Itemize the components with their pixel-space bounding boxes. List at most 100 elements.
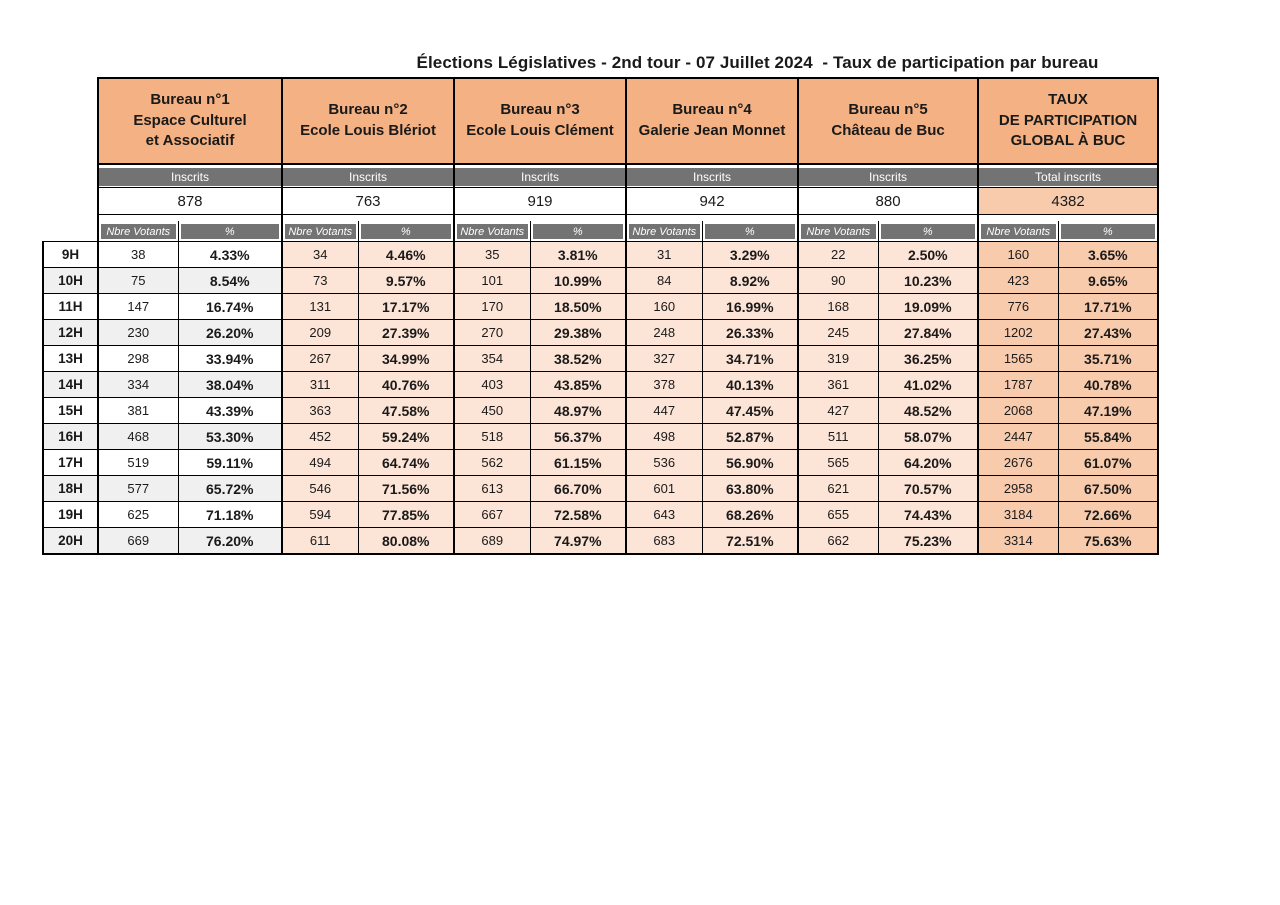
subheader-row: Nbre Votants % Nbre Votants % Nbre Votan…	[43, 221, 1160, 242]
spacer-cell	[280, 214, 455, 221]
percent-cell: 64.20%	[877, 449, 979, 476]
percent-cell: 65.72%	[177, 475, 283, 502]
votants-cell: 298	[97, 345, 179, 372]
table-row: 15H 381 43.39% 363 47.58% 450 48.97% 447 47.45% 4…	[42, 397, 1160, 424]
votants-cell: 669	[97, 527, 179, 555]
percent-cell: 29.38%	[529, 319, 627, 346]
percent-cell: 59.11%	[177, 449, 283, 476]
votants-cell: 511	[797, 423, 879, 450]
votants-cell: 683	[625, 527, 703, 555]
spacer-cell	[97, 214, 282, 221]
percent-cell: 10.23%	[877, 267, 979, 294]
percent-cell: 10.99%	[529, 267, 627, 294]
votants-cell: 667	[453, 501, 531, 528]
percent-cell: 16.74%	[177, 293, 283, 320]
percent-cell: 52.87%	[701, 423, 799, 450]
spacer-cell	[797, 214, 979, 221]
votants-header: Nbre Votants	[285, 224, 356, 239]
percent-cell: 67.50%	[1057, 475, 1160, 502]
total-inscrits-label-cell: Total inscrits	[977, 164, 1160, 188]
inscrits-label-cell: Inscrits	[97, 164, 282, 188]
percent-cell: 48.97%	[529, 397, 627, 424]
votants-cell: 35	[453, 241, 531, 268]
table-row: 19H 625 71.18% 594 77.85% 667 72.58% 643 68.26% 6…	[42, 501, 1160, 528]
votants-header-cell: Nbre Votants	[977, 221, 1059, 242]
votants-cell: 147	[97, 293, 179, 320]
time-cell: 16H	[42, 423, 99, 450]
votants-cell: 378	[625, 371, 703, 398]
percent-cell: 75.63%	[1057, 527, 1160, 555]
votants-cell: 319	[797, 345, 879, 372]
percent-cell: 71.56%	[357, 475, 455, 502]
percent-cell: 72.58%	[529, 501, 627, 528]
votants-cell: 689	[453, 527, 531, 555]
percent-cell: 48.52%	[877, 397, 979, 424]
participation-sheet: Bureau n°1 Espace Culturel et Associatif…	[42, 77, 1160, 555]
time-cell: 19H	[42, 501, 99, 528]
votants-cell: 776	[977, 293, 1059, 320]
percent-header-cell: %	[178, 221, 282, 242]
percent-cell: 38.04%	[177, 371, 283, 398]
votants-cell: 73	[281, 267, 359, 294]
votants-cell: 34	[281, 241, 359, 268]
time-cell: 10H	[42, 267, 99, 294]
percent-cell: 17.71%	[1057, 293, 1160, 320]
bureau-header: Bureau n°5 Château de Buc	[797, 77, 980, 165]
percent-cell: 27.43%	[1057, 319, 1160, 346]
spacer-cell	[453, 214, 627, 221]
time-cell: 12H	[42, 319, 99, 346]
percent-cell: 40.78%	[1057, 371, 1160, 398]
percent-cell: 3.29%	[701, 241, 799, 268]
table-row: 13H 298 33.94% 267 34.99% 354 38.52% 327 34.71% 3…	[42, 345, 1160, 372]
percent-cell: 47.45%	[701, 397, 799, 424]
percent-cell: 26.20%	[177, 319, 283, 346]
votants-cell: 565	[797, 449, 879, 476]
inscrits-label: Inscrits	[456, 168, 626, 186]
votants-cell: 84	[625, 267, 703, 294]
votants-cell: 611	[281, 527, 359, 555]
percent-cell: 59.24%	[357, 423, 455, 450]
votants-cell: 31	[625, 241, 703, 268]
votants-cell: 245	[797, 319, 879, 346]
percent-cell: 40.13%	[701, 371, 799, 398]
percent-cell: 16.99%	[701, 293, 799, 320]
votants-cell: 160	[977, 241, 1059, 268]
table-row: 12H 230 26.20% 209 27.39% 270 29.38% 248 26.33% 2…	[42, 319, 1160, 346]
votants-header: Nbre Votants	[629, 224, 700, 239]
percent-cell: 34.71%	[701, 345, 799, 372]
corner-spacer	[43, 188, 98, 215]
votants-cell: 209	[281, 319, 359, 346]
spacer-cell	[977, 214, 1160, 221]
percent-cell: 43.85%	[529, 371, 627, 398]
votants-cell: 518	[453, 423, 531, 450]
votants-cell: 1202	[977, 319, 1059, 346]
percent-cell: 77.85%	[357, 501, 455, 528]
percent-cell: 47.58%	[357, 397, 455, 424]
votants-cell: 354	[453, 345, 531, 372]
table-row: 18H 577 65.72% 546 71.56% 613 66.70% 601 63.80% 6…	[42, 475, 1160, 502]
percent-cell: 61.15%	[529, 449, 627, 476]
percent-cell: 17.17%	[357, 293, 455, 320]
votants-cell: 381	[97, 397, 179, 424]
votants-header-cell: Nbre Votants	[281, 221, 359, 242]
percent-cell: 55.84%	[1057, 423, 1160, 450]
total-inscrits-value: 4382	[977, 187, 1160, 215]
percent-cell: 4.33%	[177, 241, 283, 268]
inscrits-value: 919	[453, 187, 627, 215]
inscrits-value: 880	[797, 187, 979, 215]
votants-cell: 270	[453, 319, 531, 346]
votants-cell: 621	[797, 475, 879, 502]
percent-cell: 72.51%	[701, 527, 799, 555]
percent-cell: 8.54%	[177, 267, 283, 294]
percent-cell: 18.50%	[529, 293, 627, 320]
percent-cell: 74.97%	[529, 527, 627, 555]
spacer-row	[43, 214, 1160, 221]
percent-cell: 38.52%	[529, 345, 627, 372]
percent-cell: 71.18%	[177, 501, 283, 528]
votants-cell: 450	[453, 397, 531, 424]
percent-cell: 63.80%	[701, 475, 799, 502]
percent-cell: 74.43%	[877, 501, 979, 528]
inscrits-label: Inscrits	[628, 168, 798, 186]
percent-header-cell: %	[702, 221, 799, 242]
time-cell: 15H	[42, 397, 99, 424]
